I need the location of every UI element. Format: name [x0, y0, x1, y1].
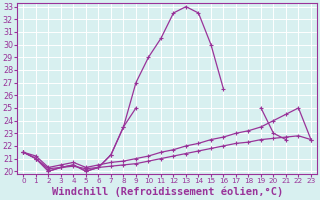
- X-axis label: Windchill (Refroidissement éolien,°C): Windchill (Refroidissement éolien,°C): [52, 187, 283, 197]
